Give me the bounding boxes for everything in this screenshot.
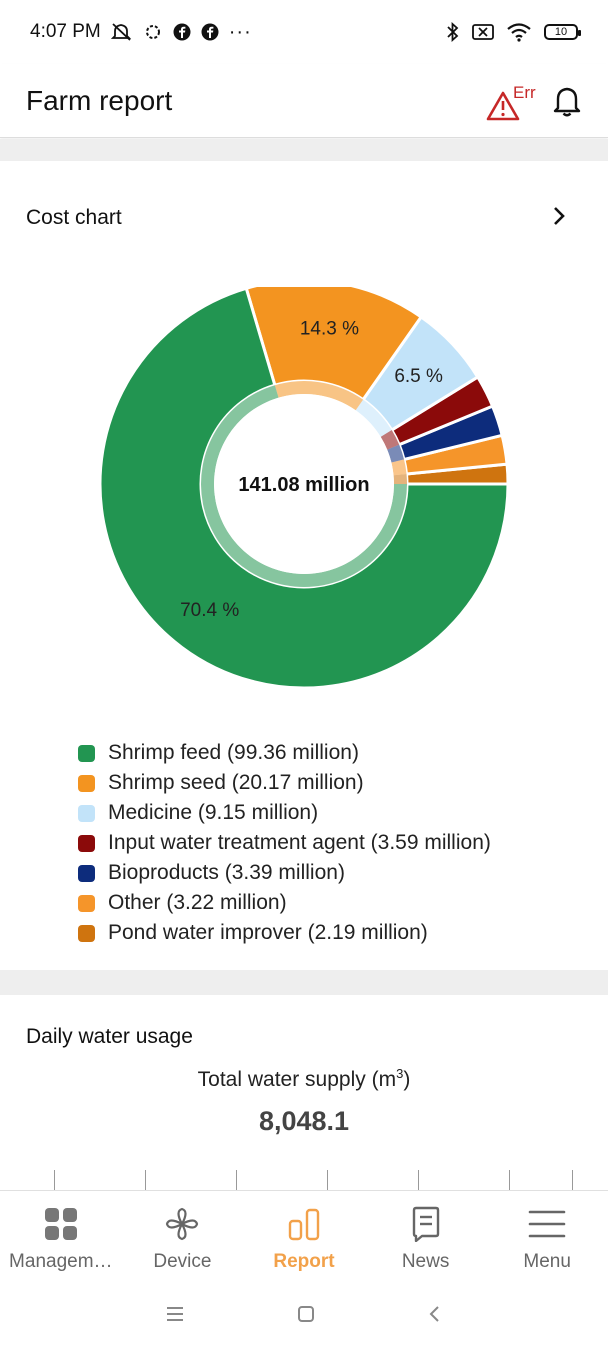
nav-item-management[interactable]: Managem… <box>0 1191 122 1280</box>
fan-icon <box>165 1205 199 1243</box>
recents-icon[interactable] <box>166 1306 184 1327</box>
back-icon[interactable] <box>428 1305 442 1328</box>
donut-inner-ring-input-water-treatment-agent <box>380 430 400 450</box>
water-usage-title: Daily water usage <box>26 1025 193 1048</box>
cost-donut-chart: 6.5 % 14.3 % 70.4 % 141.08 million <box>100 287 510 690</box>
system-navigation-bar <box>0 1280 608 1352</box>
app-bar: Farm report Err <box>0 64 608 138</box>
section-divider <box>0 139 608 161</box>
legend-label: Shrimp seed (20.17 million) <box>108 771 364 794</box>
chart-legend: Shrimp feed (99.36 million) Shrimp seed (… <box>78 738 598 948</box>
nav-label-report: Report <box>273 1251 335 1272</box>
water-supply-value: 8,048.1 <box>258 1106 350 1136</box>
cost-chart-title: Cost chart <box>26 206 122 229</box>
facebook-icon-2 <box>201 23 219 41</box>
legend-swatch <box>78 774 95 792</box>
axis-tick <box>236 1170 237 1192</box>
app-actions: Err <box>486 79 582 123</box>
legend-swatch <box>78 834 95 852</box>
legend-swatch <box>78 864 95 882</box>
warning-icon <box>486 91 520 120</box>
donut-hole <box>214 394 394 574</box>
legend-swatch <box>78 924 95 942</box>
error-alert-button[interactable]: Err <box>486 79 540 123</box>
page-title: Farm report <box>26 84 173 116</box>
legend-label: Input water treatment agent (3.59 millio… <box>108 831 491 854</box>
bluetooth-icon <box>446 21 460 43</box>
nav-item-device[interactable]: Device <box>122 1191 244 1280</box>
donut-inner-ring-pond-water-improver <box>393 473 407 484</box>
error-badge: Err <box>513 82 536 102</box>
water-supply-label-text: Total water supply (m <box>197 1068 397 1091</box>
legend-swatch <box>78 744 95 762</box>
donut-center-total: 141.08 million <box>238 474 369 496</box>
slice-label-medicine: 6.5 % <box>394 366 443 387</box>
axis-tick <box>418 1170 419 1192</box>
sync-icon <box>143 22 163 42</box>
nav-label-device: Device <box>153 1251 212 1272</box>
axis-tick <box>54 1170 55 1192</box>
mute-icon <box>110 22 133 42</box>
legend-label: Bioproducts (3.39 million) <box>108 861 345 884</box>
water-supply-label-close: ) <box>403 1068 411 1091</box>
grid-icon <box>43 1205 79 1243</box>
legend-label: Pond water improver (2.19 million) <box>108 921 428 944</box>
legend-item[interactable]: Bioproducts (3.39 million) <box>78 858 598 888</box>
slice-label-shrimp-feed: 70.4 % <box>180 600 239 621</box>
legend-swatch <box>78 894 95 912</box>
legend-item[interactable]: Medicine (9.15 million) <box>78 798 598 828</box>
legend-label: Shrimp feed (99.36 million) <box>108 741 359 764</box>
notification-bell-icon[interactable] <box>552 85 582 117</box>
nav-item-menu[interactable]: Menu <box>486 1191 608 1280</box>
legend-item[interactable]: Shrimp seed (20.17 million) <box>78 768 598 798</box>
axis-tick <box>509 1170 510 1192</box>
status-time: 4:07 PM <box>30 21 101 42</box>
chevron-right-icon[interactable] <box>550 205 568 232</box>
legend-item[interactable]: Pond water improver (2.19 million) <box>78 918 598 948</box>
status-bar: 4:07 PM ··· 10 <box>0 0 608 64</box>
bottom-navigation: Managem… Device Report News Menu <box>0 1190 608 1280</box>
wifi-icon <box>506 22 532 42</box>
nav-item-news[interactable]: News <box>365 1191 487 1280</box>
water-supply-unit-sup: 3 <box>396 1066 404 1081</box>
status-right: 10 <box>446 21 581 43</box>
donut-inner-ring-other <box>391 459 407 476</box>
axis-tick <box>572 1170 573 1192</box>
status-left: 4:07 PM ··· <box>30 21 252 44</box>
slice-label-shrimp-seed: 14.3 % <box>300 319 359 340</box>
hamburger-menu-icon <box>528 1205 566 1243</box>
water-supply-label: Total water supply (m3) <box>0 1066 608 1092</box>
battery-icon: 10 <box>544 24 581 40</box>
legend-item[interactable]: Other (3.22 million) <box>78 888 598 918</box>
legend-swatch <box>78 804 95 822</box>
nav-label-menu: Menu <box>523 1251 571 1272</box>
nav-item-report[interactable]: Report <box>243 1191 365 1280</box>
legend-label: Medicine (9.15 million) <box>108 801 319 824</box>
facebook-icon <box>173 23 191 41</box>
section-divider-2 <box>0 970 608 995</box>
legend-label: Other (3.22 million) <box>108 891 287 914</box>
axis-tick <box>145 1170 146 1192</box>
axis-tick <box>327 1170 328 1192</box>
no-sim-icon <box>472 23 494 41</box>
donut-inner-ring-shrimp-seed <box>274 381 364 411</box>
legend-item[interactable]: Shrimp feed (99.36 million) <box>78 738 598 768</box>
bar-chart-icon <box>287 1205 321 1243</box>
nav-label-news: News <box>401 1251 450 1272</box>
home-icon[interactable] <box>297 1305 315 1328</box>
news-icon <box>410 1205 442 1243</box>
donut-inner-ring-bioproducts <box>387 444 405 463</box>
nav-label-management: Managem… <box>9 1251 113 1272</box>
donut-inner-ring-medicine <box>355 399 392 437</box>
legend-item[interactable]: Input water treatment agent (3.59 millio… <box>78 828 598 858</box>
status-overflow: ··· <box>228 20 252 43</box>
